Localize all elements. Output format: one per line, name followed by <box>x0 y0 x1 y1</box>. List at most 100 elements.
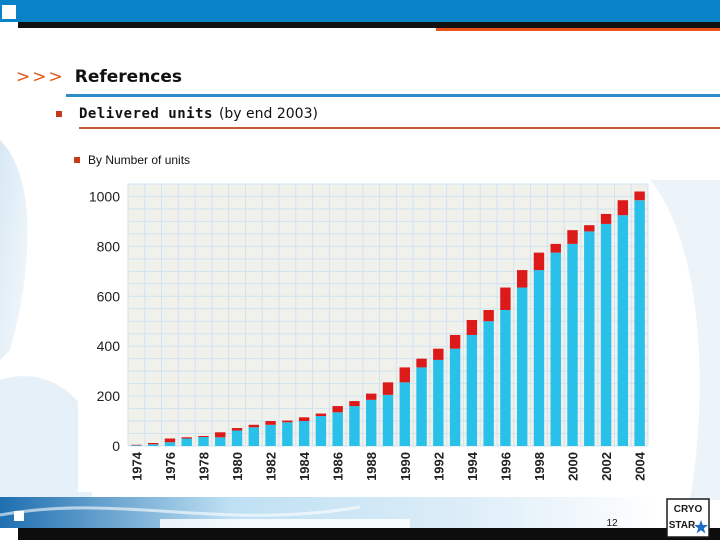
x-tick-label: 1984 <box>297 451 312 481</box>
x-tick-label: 1974 <box>129 451 144 481</box>
header-band <box>0 0 720 22</box>
footer-band <box>0 497 660 528</box>
y-tick-label: 600 <box>97 288 121 304</box>
x-tick-label: 1976 <box>163 452 178 481</box>
bar-base <box>584 231 595 446</box>
subtitle-bold: Delivered units <box>79 106 213 122</box>
bar-base <box>416 367 427 446</box>
bar-added <box>516 270 528 288</box>
bar-added <box>449 334 461 349</box>
bar-added <box>215 432 226 438</box>
x-tick-label: 1986 <box>331 452 346 481</box>
bar-added <box>634 191 645 201</box>
bar-added <box>550 243 561 253</box>
bar-added <box>198 436 209 438</box>
page-title: >>> References <box>16 64 182 90</box>
footer-black-line <box>18 528 720 540</box>
cryostar-logo: CRYO STAR <box>666 498 710 538</box>
bar-added <box>584 225 595 232</box>
bar-base <box>248 427 260 446</box>
page-number: 12 <box>606 518 618 529</box>
y-tick-label: 0 <box>112 438 120 454</box>
bar-base <box>533 270 545 446</box>
bar-base <box>349 406 360 446</box>
bar-base <box>382 394 394 446</box>
bar-base <box>634 200 645 446</box>
bar-base <box>466 334 478 446</box>
x-tick-label: 1990 <box>398 452 413 481</box>
bar-base <box>147 444 159 446</box>
bar-base <box>550 252 561 446</box>
bar-base <box>332 412 343 446</box>
y-tick-label: 200 <box>97 388 121 404</box>
y-tick-label: 1000 <box>89 188 120 204</box>
bar-base <box>483 321 494 446</box>
bar-added <box>181 437 192 439</box>
x-tick-label: 1996 <box>498 452 513 481</box>
bar-base <box>366 399 377 446</box>
bar-added <box>315 413 327 417</box>
bar-base <box>449 348 461 446</box>
star-icon <box>694 520 708 534</box>
bar-base <box>500 310 511 446</box>
bar-added <box>298 417 310 422</box>
section-label: By Number of units <box>88 153 191 167</box>
x-tick-label: 1988 <box>364 452 379 481</box>
bar-base <box>164 442 176 446</box>
bar-added <box>147 443 159 445</box>
subtitle: Delivered units (by end 2003) <box>79 106 318 122</box>
bar-base <box>265 424 276 446</box>
bar-added <box>332 406 343 413</box>
subtitle-rule <box>79 127 720 129</box>
x-tick-label: 1992 <box>431 452 446 481</box>
x-tick-label: 1978 <box>196 452 211 481</box>
header-black-line <box>18 22 720 28</box>
subtitle-light: (by end 2003) <box>218 106 318 122</box>
header-square <box>2 5 16 19</box>
bar-base <box>516 287 528 446</box>
header-orange-line <box>436 28 720 31</box>
title-text: References <box>74 67 183 87</box>
bar-base <box>215 437 226 446</box>
bar-base <box>282 422 293 446</box>
bar-base <box>181 438 192 446</box>
bar-added <box>382 382 394 395</box>
bar-added <box>483 310 494 322</box>
bar-base <box>567 243 578 446</box>
bar-added <box>533 252 545 271</box>
section-bullet <box>74 157 80 163</box>
bar-added <box>416 358 427 368</box>
x-tick-label: 1980 <box>230 452 245 481</box>
bar-added <box>231 428 243 431</box>
bar-added <box>500 287 511 311</box>
x-tick-label: 2004 <box>633 451 648 481</box>
bar-added <box>349 401 360 407</box>
x-tick-label: 1998 <box>532 452 547 481</box>
bar-base <box>231 430 243 446</box>
bar-added <box>366 393 377 400</box>
bar-added <box>282 420 293 423</box>
bar-added <box>248 424 260 428</box>
bar-base <box>399 382 410 446</box>
bar-base <box>600 223 612 446</box>
title-arrows: >>> <box>16 67 65 87</box>
bar-added <box>466 319 478 335</box>
y-tick-label: 400 <box>97 338 121 354</box>
bar-base <box>433 359 444 446</box>
bar-added <box>600 213 612 224</box>
bar-added <box>617 200 629 216</box>
logo-bottom-text: STAR <box>669 520 696 531</box>
y-tick-label: 800 <box>97 238 121 254</box>
bar-base <box>131 445 142 446</box>
bar-added <box>265 421 276 425</box>
bar-chart: 0 200 400 600 800 1000 1974 1976 1978 1980 1982 198… <box>89 183 649 481</box>
bar-added <box>433 348 444 360</box>
subtitle-bullet <box>56 111 62 117</box>
x-tick-label: 2000 <box>566 452 581 481</box>
background-swirl <box>0 140 720 500</box>
x-tick-label: 2002 <box>599 452 614 481</box>
logo-top-text: CRYO <box>674 504 703 515</box>
bar-base <box>198 437 209 446</box>
footer-square <box>14 511 24 521</box>
bar-added <box>164 438 176 443</box>
